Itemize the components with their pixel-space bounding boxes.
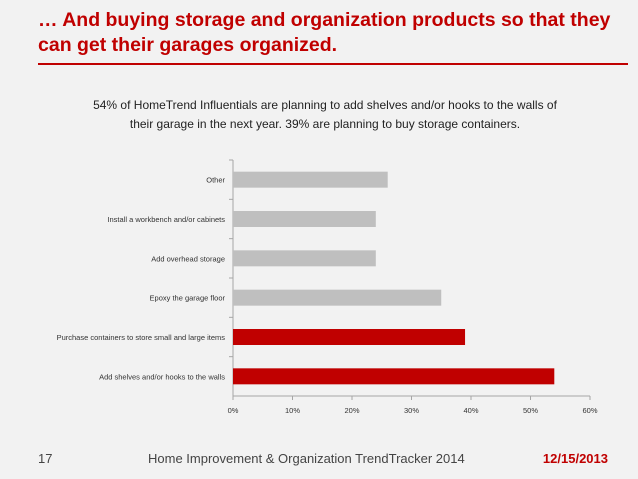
footer-date: 12/15/2013 xyxy=(542,451,608,466)
bar-4 xyxy=(233,289,442,306)
category-label-5: Purchase containers to store small and l… xyxy=(57,333,226,342)
category-label-3: Add overhead storage xyxy=(151,254,225,263)
x-tick-label-4: 40% xyxy=(463,406,478,415)
bar-1 xyxy=(233,171,388,188)
category-label-6: Add shelves and/or hooks to the walls xyxy=(99,372,225,381)
page-number: 17 xyxy=(38,451,53,466)
bar-6 xyxy=(233,368,555,385)
slide-title: … And buying storage and organization pr… xyxy=(38,9,611,56)
category-label-4: Epoxy the garage floor xyxy=(150,294,226,303)
category-label-2: Install a workbench and/or cabinets xyxy=(107,215,225,224)
x-tick-label-0: 0% xyxy=(228,406,239,415)
bar-chart: Other Install a workbench and/or cabinets… xyxy=(57,159,598,415)
footer-title: Home Improvement & Organization TrendTra… xyxy=(148,451,465,466)
x-tick-label-1: 10% xyxy=(285,406,300,415)
x-tick-label-6: 60% xyxy=(582,406,597,415)
x-tick-label-3: 30% xyxy=(404,406,419,415)
bar-5 xyxy=(233,329,466,345)
x-tick-label-5: 50% xyxy=(523,406,538,415)
category-label-1: Other xyxy=(206,176,225,185)
bar-3 xyxy=(233,250,376,267)
x-tick-label-2: 20% xyxy=(344,406,359,415)
title-divider xyxy=(38,63,628,65)
bar-2 xyxy=(233,211,376,227)
chart-title: 54% of HomeTrend Influentials are planni… xyxy=(93,98,557,131)
